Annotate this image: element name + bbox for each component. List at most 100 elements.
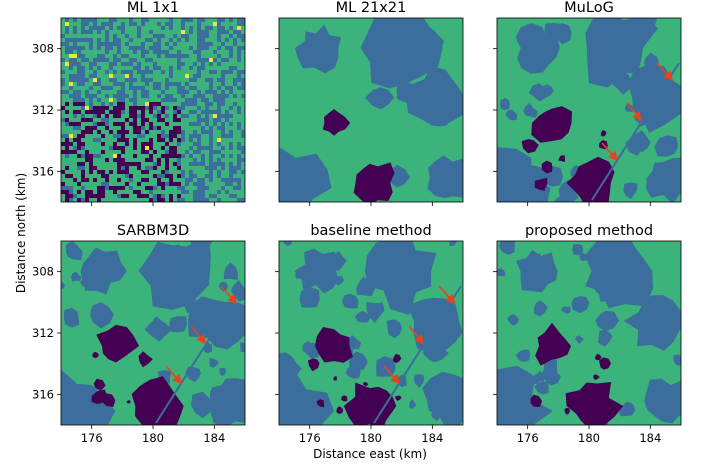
heatmap-cell bbox=[221, 178, 225, 182]
heatmap-cell bbox=[205, 122, 209, 126]
heatmap-cell bbox=[177, 110, 181, 114]
heatmap-cell bbox=[213, 150, 217, 154]
heatmap-cell bbox=[217, 190, 221, 194]
heatmap-cell bbox=[237, 162, 241, 166]
heatmap-cell bbox=[137, 114, 141, 118]
heatmap-cell bbox=[209, 174, 213, 178]
region-purple bbox=[600, 130, 607, 137]
heatmap-cell bbox=[133, 146, 137, 150]
heatmap-cell bbox=[141, 178, 145, 182]
heatmap-cell bbox=[169, 150, 173, 154]
region-blue bbox=[80, 277, 91, 288]
region-blue bbox=[623, 182, 638, 200]
region-blue bbox=[515, 184, 532, 199]
heatmap-cell bbox=[237, 26, 241, 30]
region-blue bbox=[515, 23, 560, 74]
heatmap-cell bbox=[141, 46, 145, 50]
arrow-annotation bbox=[220, 285, 238, 305]
heatmap-cell bbox=[113, 154, 117, 158]
heatmap-cell bbox=[221, 26, 225, 30]
heatmap-cell bbox=[93, 94, 97, 98]
heatmap-cell bbox=[221, 126, 225, 130]
region-purple bbox=[535, 179, 545, 191]
heatmap-cell bbox=[157, 22, 161, 26]
heatmap-cell bbox=[217, 142, 221, 146]
region-blue bbox=[534, 300, 548, 317]
heatmap-cell bbox=[77, 38, 81, 42]
heatmap-cell bbox=[173, 82, 177, 86]
heatmap-cell bbox=[69, 150, 73, 154]
heatmap-cell bbox=[73, 138, 77, 142]
heatmap bbox=[61, 241, 245, 425]
region-blue bbox=[144, 270, 154, 281]
heatmap-cell bbox=[125, 74, 129, 78]
heatmap-cell bbox=[61, 182, 65, 186]
heatmap-cell bbox=[237, 50, 241, 54]
heatmap-cell bbox=[217, 38, 221, 42]
heatmap-cell bbox=[225, 134, 229, 138]
heatmap-cell bbox=[169, 134, 173, 138]
arrow-annotation bbox=[626, 102, 643, 122]
heatmap-cell bbox=[65, 110, 69, 114]
heatmap-cell bbox=[193, 150, 197, 154]
heatmap-cell bbox=[129, 114, 133, 118]
heatmap-cell bbox=[109, 110, 113, 114]
heatmap-cell bbox=[145, 194, 149, 198]
heatmap-cell bbox=[181, 154, 185, 158]
region-blue bbox=[221, 334, 235, 346]
heatmap-cell bbox=[77, 138, 81, 142]
region-purple bbox=[594, 353, 602, 361]
heatmap-cell bbox=[237, 186, 241, 190]
heatmap-cell bbox=[97, 170, 101, 174]
heatmap-cell bbox=[65, 102, 69, 106]
heatmap-cell bbox=[193, 174, 197, 178]
heatmap-cell bbox=[65, 46, 69, 50]
heatmap-cell bbox=[229, 70, 233, 74]
heatmap-cell bbox=[153, 62, 157, 66]
heatmap-cell bbox=[193, 158, 197, 162]
region-blue bbox=[407, 22, 445, 57]
heatmap-cell bbox=[161, 50, 165, 54]
heatmap-cell bbox=[109, 66, 113, 70]
heatmap-cell bbox=[133, 102, 137, 106]
heatmap-cell bbox=[217, 26, 221, 30]
heatmap-cell bbox=[89, 194, 93, 198]
heatmap-cell bbox=[141, 54, 145, 58]
heatmap-cell bbox=[105, 22, 109, 26]
heatmap-cell bbox=[197, 58, 201, 62]
heatmap-cell bbox=[117, 138, 121, 142]
heatmap-cell bbox=[125, 42, 129, 46]
heatmap-cell bbox=[201, 58, 205, 62]
heatmap-cell bbox=[177, 198, 181, 202]
heatmap-cell bbox=[137, 130, 141, 134]
heatmap-cell bbox=[157, 174, 161, 178]
heatmap-cell bbox=[197, 70, 201, 74]
heatmap-cell bbox=[77, 190, 81, 194]
region-purple bbox=[126, 400, 131, 404]
heatmap-cell bbox=[237, 154, 241, 158]
heatmap-cell bbox=[145, 186, 149, 190]
heatmap-cell bbox=[117, 170, 121, 174]
heatmap-cell bbox=[85, 22, 89, 26]
region-blue bbox=[409, 399, 417, 409]
heatmap-cell bbox=[237, 30, 241, 34]
heatmap-cell bbox=[217, 30, 221, 34]
heatmap-cell bbox=[221, 146, 225, 150]
heatmap-cell bbox=[65, 146, 69, 150]
heatmap-cell bbox=[177, 66, 181, 70]
region-purple bbox=[333, 376, 337, 381]
region-purple bbox=[151, 389, 160, 397]
heatmap-cell bbox=[149, 110, 153, 114]
heatmap-cell bbox=[213, 90, 217, 94]
panel-title: proposed method bbox=[525, 223, 653, 239]
heatmap-cell bbox=[145, 142, 149, 146]
heatmap-cell bbox=[69, 190, 73, 194]
region-blue bbox=[598, 329, 613, 347]
heatmap-cell bbox=[157, 178, 161, 182]
heatmap-cell bbox=[181, 94, 185, 98]
heatmap-cell bbox=[185, 190, 189, 194]
heatmap-cell bbox=[241, 198, 245, 202]
heatmap-cell bbox=[113, 38, 117, 42]
heatmap-cell bbox=[161, 138, 165, 142]
x-tick-label: 184 bbox=[203, 431, 225, 445]
